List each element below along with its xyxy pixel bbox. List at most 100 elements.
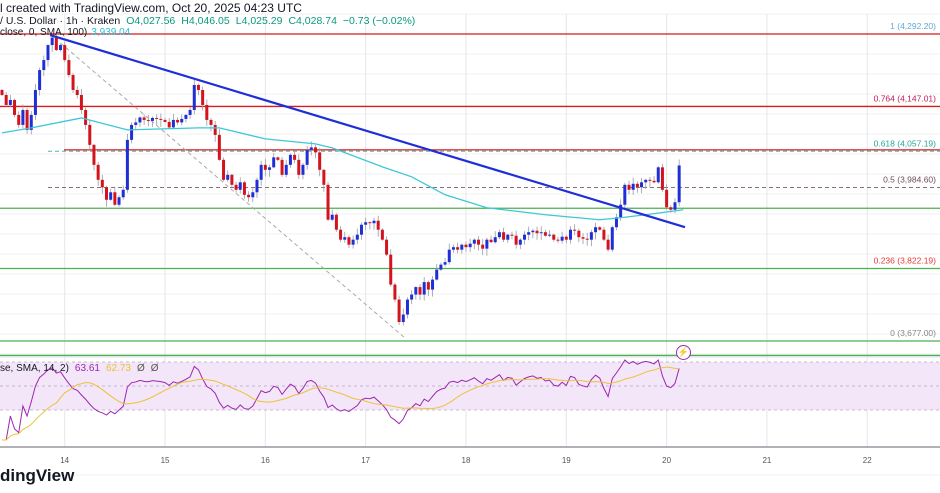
candle	[364, 217, 368, 231]
candle-body	[21, 109, 25, 125]
candle	[25, 107, 29, 134]
candle-body	[380, 229, 384, 240]
candle	[393, 282, 397, 303]
candle	[201, 86, 205, 111]
candle-body	[276, 157, 280, 160]
candle	[527, 226, 531, 241]
candle	[138, 116, 142, 127]
lightning-icon[interactable]: ⚡	[676, 345, 691, 360]
candle	[410, 290, 414, 305]
candle-body	[309, 147, 313, 150]
candle-body	[263, 164, 267, 170]
candle-body	[318, 152, 322, 170]
candle	[13, 98, 17, 118]
candle	[481, 239, 485, 256]
candle-body	[640, 182, 644, 188]
candle	[8, 94, 12, 107]
candle	[29, 110, 33, 135]
candle-body	[631, 183, 635, 190]
candle	[652, 175, 656, 184]
candle	[79, 88, 83, 114]
candle	[305, 145, 309, 170]
candle-body	[548, 234, 552, 236]
candle-body	[489, 239, 493, 243]
candle-body	[610, 227, 614, 250]
candle-body	[523, 234, 526, 240]
ohlc-high: H4,046.05	[181, 15, 230, 27]
candle	[497, 229, 501, 240]
candle-body	[656, 167, 660, 183]
candle-body	[314, 147, 317, 153]
candle-body	[589, 232, 593, 240]
candle-body	[71, 75, 75, 90]
candle	[167, 117, 171, 129]
candle-body	[96, 164, 100, 180]
candle-body	[594, 227, 598, 233]
candle	[485, 237, 489, 256]
symbol-legend: / U.S. Dollar · 1h · Kraken O4,027.56 H4,0…	[0, 15, 415, 27]
sma-value: 3,939.04	[91, 27, 131, 38]
symbol-name: / U.S. Dollar · 1h · Kraken	[0, 15, 121, 27]
candle	[155, 114, 159, 126]
candle-body	[573, 229, 577, 231]
candle	[456, 242, 460, 254]
candle-body	[351, 239, 355, 245]
candle	[301, 162, 305, 180]
candle-body	[205, 104, 209, 120]
candle-body	[130, 124, 134, 140]
candle	[63, 41, 67, 63]
candle-body	[255, 179, 259, 193]
candle-body	[8, 99, 12, 105]
candle	[502, 227, 506, 243]
candle	[468, 238, 472, 253]
candle	[493, 231, 497, 244]
candle-body	[63, 45, 67, 61]
candle	[422, 277, 426, 301]
candle	[54, 32, 58, 52]
candle-body	[506, 234, 510, 240]
candle	[117, 195, 121, 207]
candle	[660, 163, 664, 192]
rsi-legend: se, SMA, 14, 2) 63.61 62.73 Ø Ø	[0, 363, 159, 374]
candle	[644, 178, 648, 189]
candle	[322, 168, 326, 192]
candle-body	[531, 230, 535, 233]
rsi-empty-2: Ø	[150, 363, 159, 374]
candle	[125, 133, 129, 193]
candle-body	[364, 222, 368, 225]
candle-body	[54, 37, 58, 51]
candle	[426, 280, 430, 297]
candle	[577, 228, 581, 243]
candle-body	[238, 182, 242, 190]
candle-body	[84, 109, 88, 125]
candle	[105, 185, 108, 207]
candle	[359, 222, 363, 240]
candle-body	[385, 239, 389, 255]
candle-body	[460, 244, 464, 250]
ohlc-close: C4,028.74	[288, 15, 337, 27]
candle-body	[410, 294, 414, 300]
candle-body	[368, 222, 372, 224]
candle-body	[347, 237, 351, 245]
candle-body	[535, 230, 539, 234]
candle	[272, 152, 276, 169]
candle	[184, 113, 188, 123]
fib-label-0: 0 (3,677.00)	[890, 328, 936, 338]
candle	[59, 43, 63, 52]
candle-body	[159, 118, 163, 120]
candle-body	[301, 164, 305, 175]
candle	[389, 249, 393, 287]
candle	[234, 181, 238, 193]
candle-body	[100, 179, 104, 188]
candle	[339, 226, 343, 243]
candle-body	[163, 119, 167, 122]
candle	[581, 233, 585, 245]
candle	[67, 54, 71, 78]
candle-body	[305, 149, 309, 165]
candle	[205, 99, 209, 126]
candle	[439, 262, 443, 272]
candle-body	[209, 119, 213, 125]
candle	[431, 276, 435, 297]
candle	[326, 181, 330, 221]
